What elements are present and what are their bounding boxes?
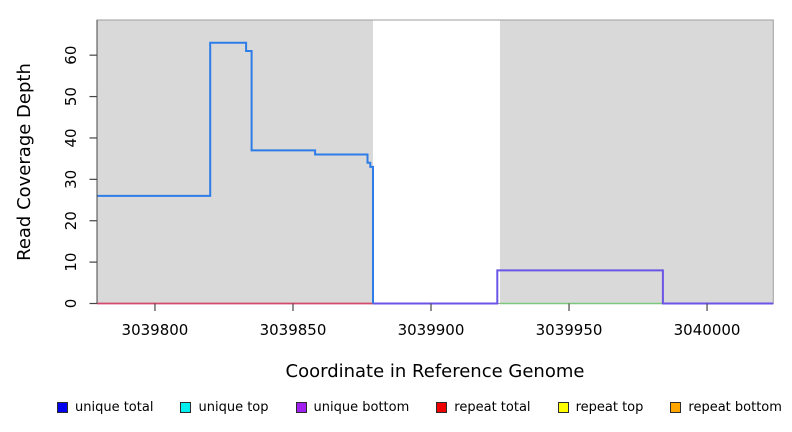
legend-item-unique-bottom: unique bottom — [295, 399, 410, 415]
right-gray-region — [500, 20, 774, 304]
legend-swatch-icon — [57, 401, 68, 413]
x-axis-title: Coordinate in Reference Genome — [286, 361, 585, 382]
series-line-unique-total — [97, 41, 374, 304]
y-tick-label: 0 — [62, 299, 80, 309]
y-tick-label: 60 — [62, 46, 80, 65]
legend-label: repeat bottom — [688, 399, 782, 415]
legend: unique total unique top unique bottom repea… — [0, 388, 792, 432]
x-tick-label: 3039800 — [122, 321, 189, 339]
y-tick-label: 40 — [62, 128, 80, 147]
legend-label: unique top — [198, 399, 269, 415]
legend-item-repeat-top: repeat top — [557, 399, 644, 415]
y-tick-label: 50 — [62, 87, 80, 106]
y-tick-label: 10 — [62, 253, 80, 272]
legend-swatch-icon — [436, 401, 448, 413]
legend-label: repeat top — [575, 399, 644, 415]
legend-item-repeat-total: repeat total — [436, 399, 531, 415]
y-tick-label: 20 — [62, 211, 80, 230]
series-line-unique-bottom — [373, 269, 774, 305]
legend-item-unique-total: unique total — [57, 400, 153, 415]
legend-swatch-icon — [295, 401, 307, 413]
y-tick-label: 30 — [62, 170, 80, 189]
coverage-chart-svg: 3039800 3039850 3039900 3039950 3040000 0 10 2… — [14, 19, 774, 382]
legend-label: repeat total — [454, 399, 531, 415]
x-tick-label: 3040000 — [674, 321, 741, 339]
legend-swatch-icon — [180, 401, 192, 413]
legend-swatch-icon — [557, 401, 569, 413]
coverage-plot-area: 3039800 3039850 3039900 3039950 3040000 0 10 2… — [14, 19, 774, 382]
x-tick-label: 3039950 — [536, 321, 603, 339]
plot-background-regions — [97, 20, 774, 304]
legend-label: unique total — [75, 399, 154, 415]
x-axis: 3039800 3039850 3039900 3039950 3040000 — [122, 303, 741, 339]
legend-label: unique bottom — [313, 399, 410, 415]
y-axis: 0 10 20 30 40 50 60 — [62, 20, 98, 309]
x-tick-label: 3039900 — [398, 321, 465, 339]
legend-swatch-icon — [670, 401, 682, 413]
left-gray-region — [97, 20, 374, 304]
x-tick-label: 3039850 — [260, 321, 327, 339]
white-gap-region — [373, 20, 501, 304]
legend-item-unique-top: unique top — [180, 399, 269, 415]
y-axis-title: Read Coverage Depth — [14, 63, 35, 261]
legend-item-repeat-bottom: repeat bottom — [670, 400, 782, 415]
series-lines — [97, 41, 774, 305]
